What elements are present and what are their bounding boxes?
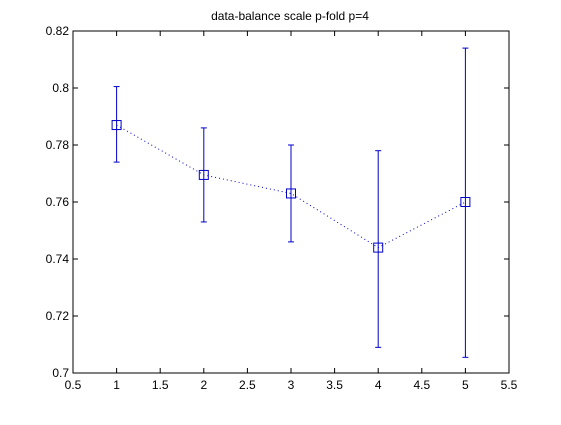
x-tick-label: 3.5 bbox=[326, 378, 343, 392]
y-tick-label: 0.74 bbox=[46, 252, 70, 266]
y-tick-label: 0.82 bbox=[46, 24, 70, 38]
x-tick-label: 4 bbox=[375, 378, 382, 392]
x-tick-label: 4.5 bbox=[413, 378, 430, 392]
data-point-marker bbox=[373, 242, 384, 253]
y-tick-label: 0.72 bbox=[46, 309, 70, 323]
x-tick-label: 5 bbox=[462, 378, 469, 392]
chart-title: data-balance scale p-fold p=4 bbox=[211, 9, 369, 23]
data-point-marker bbox=[286, 188, 296, 199]
x-tick-label: 1.5 bbox=[152, 378, 169, 392]
data-point-marker bbox=[460, 197, 471, 207]
y-tick-label: 0.78 bbox=[46, 138, 70, 152]
x-tick-label: 2.5 bbox=[239, 378, 256, 392]
data-point-marker bbox=[111, 120, 122, 131]
x-tick-label: 0.5 bbox=[65, 378, 82, 392]
x-tick-label: 5.5 bbox=[501, 378, 518, 392]
y-tick-label: 0.76 bbox=[46, 195, 70, 209]
data-point-marker bbox=[198, 169, 209, 180]
x-tick-label: 1 bbox=[113, 378, 120, 392]
axes: 0.5 1 1.5 2 2.5 3 3.5 4 4.5 5 5.5 0.7 0.72 0.74 0.76 0.… bbox=[46, 24, 518, 392]
series-layer bbox=[111, 47, 471, 358]
y-tick-label: 0.8 bbox=[52, 81, 69, 95]
x-tick-label: 3 bbox=[288, 378, 295, 392]
y-tick-label: 0.7 bbox=[52, 366, 69, 380]
x-tick-label: 2 bbox=[200, 378, 207, 392]
